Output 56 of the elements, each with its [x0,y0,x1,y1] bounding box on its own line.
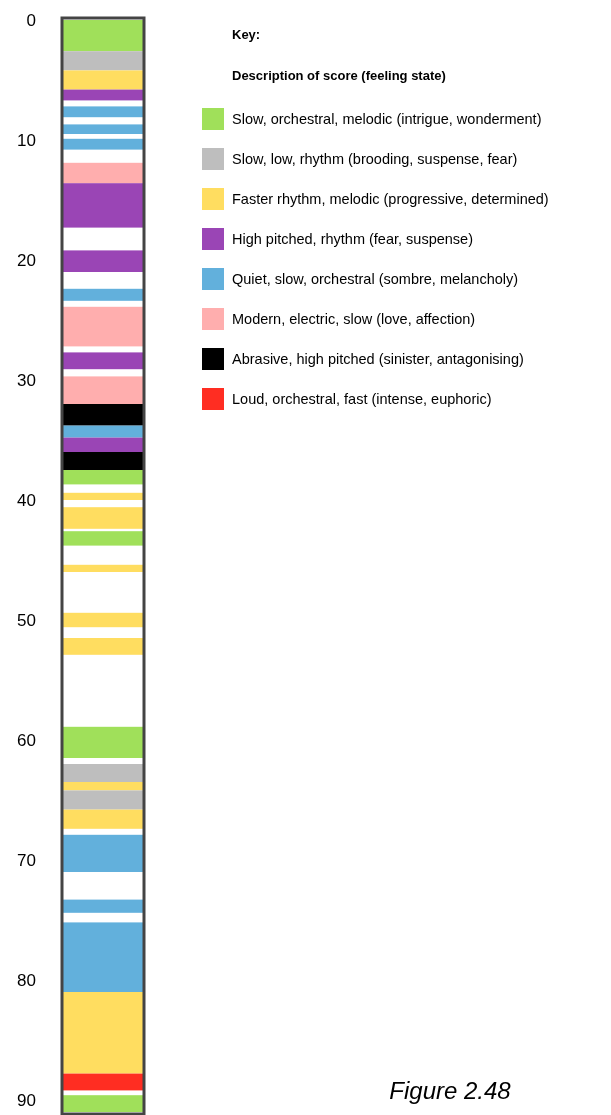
legend-label: Faster rhythm, melodic (progressive, determined) [232,191,549,208]
annotation: Description of score (feeling state) [232,68,446,83]
bar [62,790,144,810]
bar [62,124,144,134]
legend-title: Key: [232,27,261,42]
legend-label: Abrasive, high pitched (sinister, antagonising) [232,351,524,368]
bar [62,20,144,52]
bar [62,899,144,913]
bar [62,726,144,758]
bar [62,138,144,150]
legend-label: Slow, orchestral, melodic (intrigue, wonderment) [232,111,542,128]
bar [62,306,144,347]
y-tick-label: 20 [17,250,36,270]
bar [62,425,144,438]
bar [62,162,144,184]
y-tick-label: 90 [17,1090,36,1110]
y-tick-label: 40 [17,490,36,510]
bar [62,404,144,426]
bar [62,1073,144,1091]
annotation: Figure 2.48 [389,1077,512,1104]
legend-label: Quiet, slow, orchestral (sombre, melancholy) [232,271,519,288]
bar [62,507,144,529]
bar [62,352,144,370]
legend-label: Modern, electric, slow (love, affection) [232,311,476,328]
bar [62,764,144,782]
bar [62,809,144,829]
y-tick-label: 10 [17,130,36,150]
bar [62,437,144,452]
bar [62,834,144,872]
bar [62,288,144,301]
y-tick-label: 0 [26,10,36,30]
bar [62,782,144,791]
y-tick-label: 50 [17,610,36,630]
bar [62,470,144,485]
bar [62,531,144,546]
legend-label: Slow, low, rhythm (brooding, suspense, fear) [232,151,518,168]
bar [62,51,144,71]
bar [62,612,144,628]
bar [62,376,144,404]
bar [62,250,144,272]
y-tick-label: 60 [17,730,36,750]
bar [62,992,144,1074]
bar [62,492,144,500]
y-tick-label: 70 [17,850,36,870]
legend-label: Loud, orchestral, fast (intense, euphoric) [232,391,492,408]
bar [62,922,144,992]
bar [62,638,144,655]
bar [62,106,144,118]
y-tick-label: 30 [17,370,36,390]
bar [62,452,144,470]
y-tick-label: 80 [17,970,36,990]
bar [62,564,144,572]
bar [62,183,144,228]
legend-label: High pitched, rhythm (fear, suspense) [232,231,473,248]
bar [62,1095,144,1112]
bar [62,70,144,90]
